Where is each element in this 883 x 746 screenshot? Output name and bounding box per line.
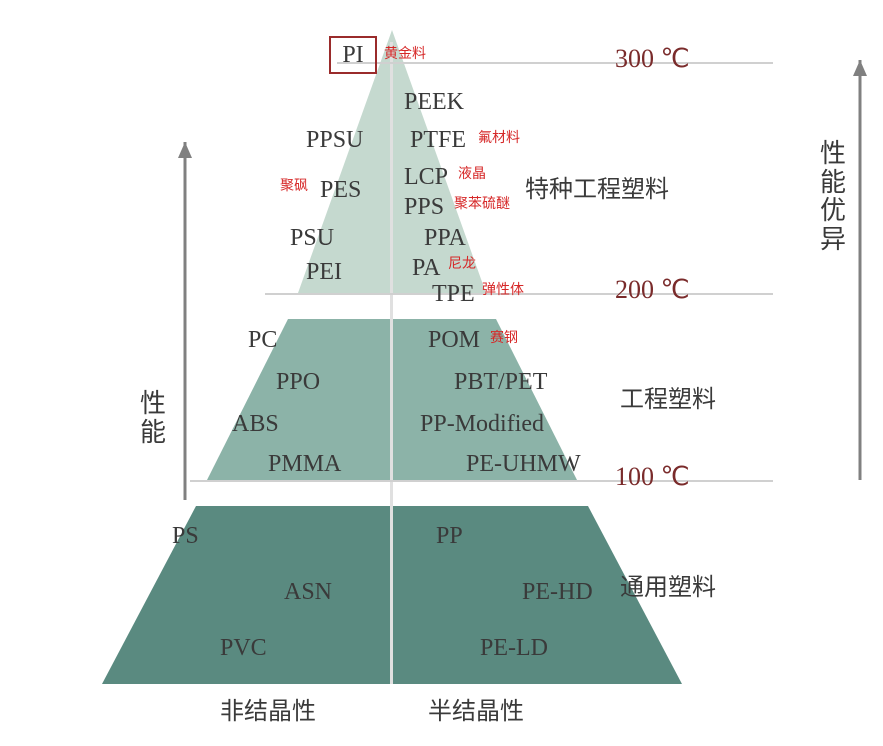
material-right-8: PBT/PET <box>454 370 547 394</box>
material-left-5: PPO <box>276 370 320 394</box>
material-right-0: PEEK <box>404 90 464 114</box>
red-annotation-2: 聚苯硫醚 <box>454 198 510 212</box>
red-annotation-1: 液晶 <box>458 168 486 182</box>
category-label-0: 特种工程塑料 <box>525 178 669 202</box>
red-annotation-5: 弹性体 <box>482 284 524 298</box>
material-left-3: PEI <box>306 260 342 284</box>
material-left-2: PSU <box>290 226 334 250</box>
pi-annotation: 黄金料 <box>384 48 426 62</box>
material-left-10: PVC <box>220 636 267 660</box>
red-annotation-3: 聚砜 <box>280 180 308 194</box>
material-right-9: PP-Modified <box>420 412 544 436</box>
material-left-4: PC <box>248 328 277 352</box>
right-axis-label: 性能优异 <box>820 140 846 254</box>
material-left-7: PMMA <box>268 452 341 476</box>
red-annotation-6: 赛钢 <box>490 332 518 346</box>
left-axis-label: 性能 <box>140 390 166 447</box>
material-left-6: ABS <box>232 412 279 436</box>
material-right-1: PTFE <box>410 128 466 152</box>
material-right-13: PE-LD <box>480 636 548 660</box>
material-right-11: PP <box>436 524 463 548</box>
temperature-label-0: 300 ℃ <box>615 46 690 72</box>
material-right-6: TPE <box>432 282 475 306</box>
temperature-label-1: 200 ℃ <box>615 277 690 303</box>
bottom-label-semicrystalline: 半结晶性 <box>428 700 524 724</box>
material-right-4: PPA <box>424 226 466 250</box>
material-left-0: PPSU <box>306 128 363 152</box>
material-right-10: PE-UHMW <box>466 452 581 476</box>
material-right-7: POM <box>428 328 480 352</box>
plastics-pyramid-diagram: PI 黄金料 300 ℃ 200 ℃ 100 ℃ 特种工程塑料工程塑料通用塑料非结晶性 半结… <box>0 0 883 746</box>
temp-divider-0 <box>337 62 773 64</box>
category-label-2: 通用塑料 <box>620 576 716 600</box>
material-left-9: ASN <box>284 580 332 604</box>
temperature-label-2: 100 ℃ <box>615 464 690 490</box>
center-divider <box>390 42 393 684</box>
left-performance-arrow <box>178 142 192 500</box>
material-left-1: PES <box>320 178 361 202</box>
material-right-12: PE-HD <box>522 580 593 604</box>
material-left-8: PS <box>172 524 199 548</box>
material-right-3: PPS <box>404 195 444 219</box>
material-right-5: PA <box>412 256 440 280</box>
red-annotation-0: 氟材料 <box>478 132 520 146</box>
material-right-2: LCP <box>404 165 448 189</box>
bottom-label-amorphous: 非结晶性 <box>220 700 316 724</box>
right-performance-arrow <box>853 60 867 480</box>
pi-highlight-box: PI <box>329 36 377 74</box>
category-label-1: 工程塑料 <box>620 388 716 412</box>
red-annotation-4: 尼龙 <box>448 258 476 272</box>
